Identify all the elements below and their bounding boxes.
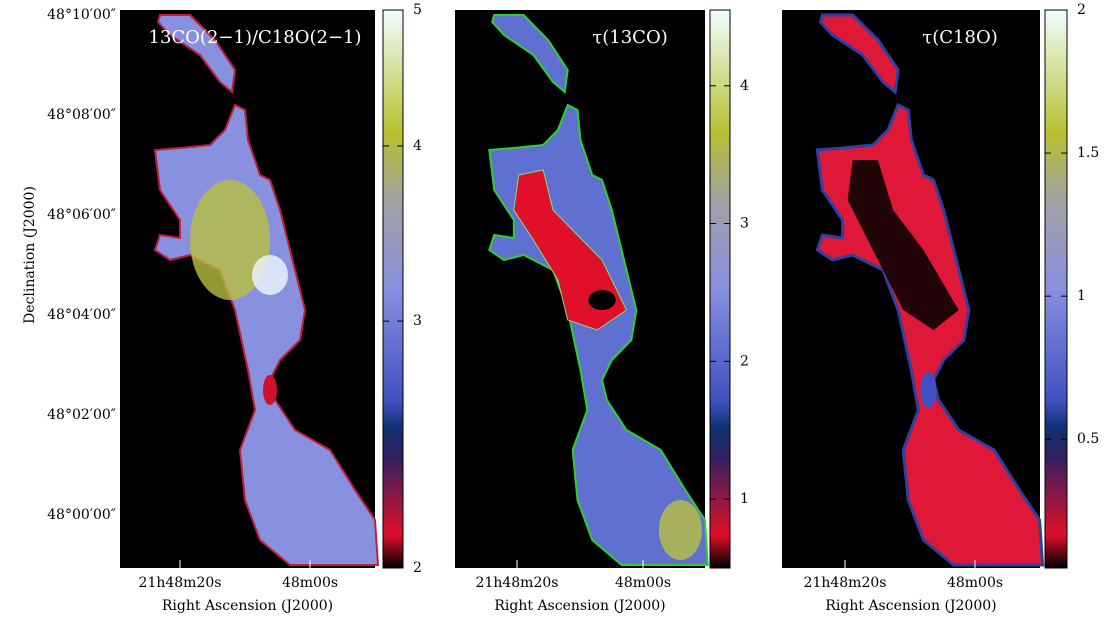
colorbar xyxy=(1044,9,1068,569)
map-title: τ(13CO) xyxy=(592,27,667,48)
map-title: 13CO(2−1)/C18O(2−1) xyxy=(149,27,362,48)
x-axis-label: Right Ascension (J2000) xyxy=(825,598,996,614)
colorbar-tick-label: 2 xyxy=(1077,2,1086,18)
colorbar xyxy=(382,9,404,569)
y-tick-label: 48°06′00″ xyxy=(47,207,116,223)
colorbar-tick-label: 2 xyxy=(413,560,422,576)
colorbar-tick-label: 1 xyxy=(740,491,749,507)
y-axis-label: Declination (J2000) xyxy=(22,186,38,324)
x-tick-label: 21h48m20s xyxy=(139,575,222,591)
x-tick-label: 21h48m20s xyxy=(476,575,559,591)
colorbar-tick-label: 4 xyxy=(740,78,749,94)
map-image xyxy=(154,14,379,566)
colorbar-tick-label: 2 xyxy=(740,353,749,369)
colorbar-tick-label: 3 xyxy=(740,216,749,232)
colorbar-tick-label: 3 xyxy=(413,313,422,329)
x-axis-label: Right Ascension (J2000) xyxy=(494,598,665,614)
colorbar-tick-label: 5 xyxy=(413,2,422,18)
map-image xyxy=(815,13,1045,567)
y-tick-label: 48°08′00″ xyxy=(47,107,116,123)
colorbar xyxy=(709,9,731,569)
x-axis-label: Right Ascension (J2000) xyxy=(162,598,333,614)
colorbar-tick-label: 4 xyxy=(413,138,422,154)
x-tick-label: 48m00s xyxy=(615,575,671,591)
map-title: τ(C18O) xyxy=(922,27,997,48)
x-tick-label: 21h48m20s xyxy=(804,575,887,591)
map-image xyxy=(488,14,709,566)
x-tick-label: 48m00s xyxy=(282,575,338,591)
y-tick-label: 48°10′00″ xyxy=(47,7,116,23)
y-tick-label: 48°02′00″ xyxy=(47,407,116,423)
y-tick-label: 48°04′00″ xyxy=(47,307,116,323)
colorbar-tick-label: 0.5 xyxy=(1077,431,1099,447)
x-tick-label: 48m00s xyxy=(947,575,1003,591)
colorbar-tick-label: 1 xyxy=(1077,288,1086,304)
y-tick-label: 48°00′00″ xyxy=(47,507,116,523)
colorbar-tick-label: 1.5 xyxy=(1077,145,1099,161)
